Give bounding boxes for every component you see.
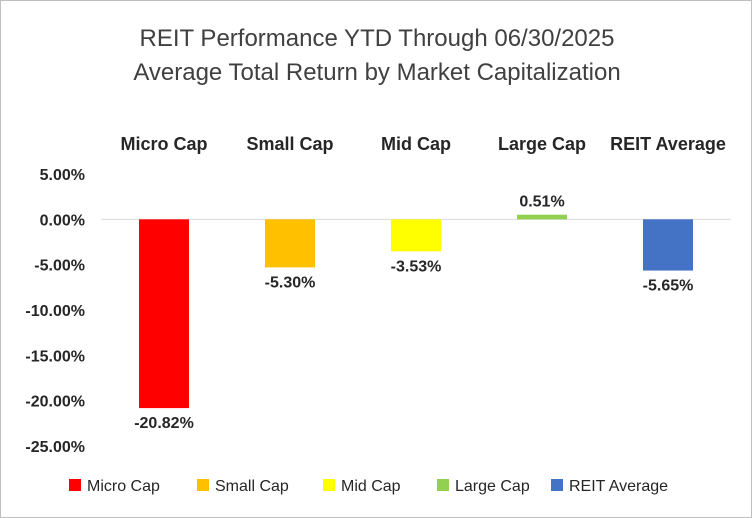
y-tick-label: -15.00% [25, 348, 85, 365]
legend-item: Large Cap [437, 478, 530, 495]
data-label: 0.51% [519, 194, 564, 211]
y-tick-label: -10.00% [25, 303, 85, 320]
bar-large-cap [517, 214, 567, 220]
category-label: Small Cap [246, 134, 333, 154]
data-label: -5.30% [265, 274, 316, 291]
bar-reit-average [643, 219, 693, 271]
category-labels: Micro Cap Small Cap Mid Cap Large Cap REIT A… [120, 134, 725, 154]
legend-label: Mid Cap [341, 478, 401, 495]
legend-label: Small Cap [215, 478, 289, 495]
category-label: REIT Average [610, 134, 726, 154]
legend-label: Micro Cap [87, 478, 160, 495]
legend-label: REIT Average [569, 478, 668, 495]
legend-item: Micro Cap [69, 478, 160, 495]
legend-swatch [551, 479, 563, 491]
data-labels: -20.82% -5.30% -3.53% 0.51% -5.65% [134, 194, 693, 432]
legend-swatch [69, 479, 81, 491]
legend: Micro Cap Small Cap Mid Cap Large Cap REIT A… [69, 478, 668, 495]
y-tick-label: -5.00% [34, 258, 85, 275]
legend-label: Large Cap [455, 478, 530, 495]
legend-item: Mid Cap [323, 478, 401, 495]
category-label: Large Cap [498, 134, 586, 154]
category-label: Mid Cap [381, 134, 451, 154]
y-tick-label: -20.00% [25, 394, 85, 411]
y-tick-label: -25.00% [25, 439, 85, 456]
bar-mid-cap [391, 219, 441, 252]
legend-swatch [323, 479, 335, 491]
y-axis: 5.00% 0.00% -5.00% -10.00% -15.00% -20.00% -25… [25, 167, 85, 456]
chart-title-line-1: REIT Performance YTD Through 06/30/2025 [140, 25, 615, 52]
bar-micro-cap [139, 219, 189, 409]
y-tick-label: 0.00% [40, 212, 85, 229]
data-label: -5.65% [643, 278, 694, 295]
data-label: -3.53% [391, 258, 442, 275]
legend-item: REIT Average [551, 478, 668, 495]
data-label: -20.82% [134, 415, 194, 432]
category-label: Micro Cap [120, 134, 207, 154]
legend-swatch [437, 479, 449, 491]
chart-title: REIT Performance YTD Through 06/30/2025 … [133, 25, 620, 86]
chart-title-line-2: Average Total Return by Market Capitaliz… [133, 59, 620, 86]
legend-swatch [197, 479, 209, 491]
bar-small-cap [265, 219, 315, 268]
bars [139, 214, 693, 409]
y-tick-label: 5.00% [40, 167, 85, 184]
legend-item: Small Cap [197, 478, 289, 495]
